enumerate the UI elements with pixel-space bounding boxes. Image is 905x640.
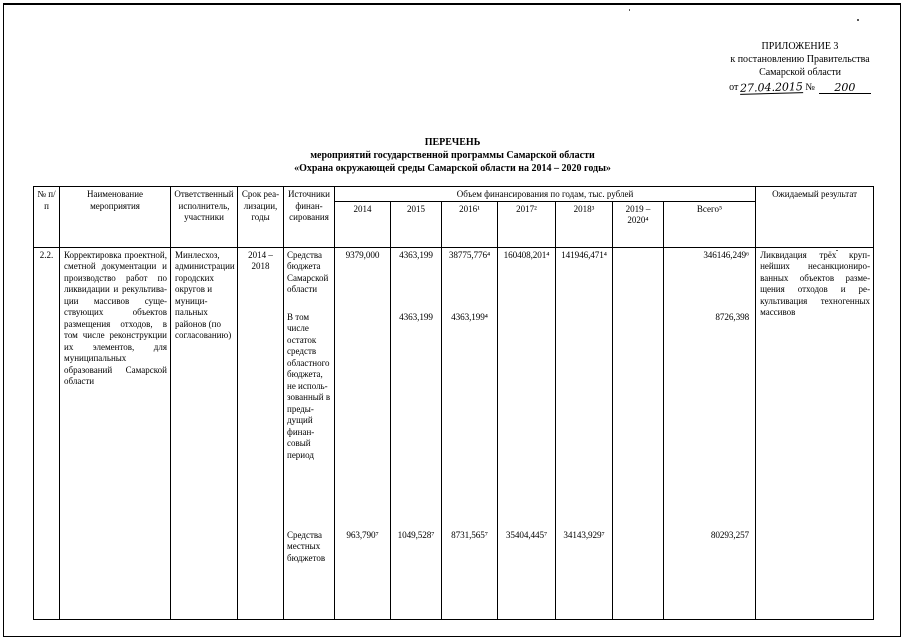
col-header-name: Наименование мероприятия	[59, 186, 171, 248]
cell-activity-name: Корректировка про­ектной, сметной доку­м…	[59, 246, 171, 620]
value-2018-block1: 141946,471⁴	[561, 249, 607, 260]
cell-row-number: 2.2.	[33, 246, 60, 620]
cell-values-2019-2020	[612, 246, 664, 620]
col-header-funding-group: Объем финансирования по годам, тыс. рубл…	[333, 186, 757, 202]
value-2015-block3: 1049,528⁷	[397, 529, 435, 540]
value-2017-block2	[500, 312, 553, 530]
cell-values-2018: 141946,471⁴ 34143,929⁷	[555, 246, 613, 620]
value-2017-block3: 35404,445⁷	[505, 529, 548, 540]
value-2015-block2: 4363,199	[399, 311, 433, 322]
cell-values-2014: 9379,000 963,790⁷	[334, 246, 391, 620]
col-header-year-2019-2020: 2019 – 2020⁴	[612, 200, 664, 248]
cell-funding-sources: Средства бюджета Самар­ской об­ласти В т…	[283, 246, 335, 620]
source-carryover-balance: В том числе остаток средств област­ного …	[287, 311, 331, 460]
col-header-year-2014: 2014	[334, 200, 391, 248]
col-header-num: № п/п	[33, 186, 60, 248]
handwritten-number: 200	[818, 82, 871, 94]
value-2019-2020-block2	[615, 312, 661, 530]
col-header-term: Срок реа­лизации, годы	[237, 186, 284, 248]
cell-expected-result: Ликвидация трёх круп­нейших несанкционир…	[755, 246, 875, 620]
value-2018-block2	[558, 312, 610, 530]
funding-table: № п/п Наименование мероприятия Ответстве…	[33, 186, 875, 620]
col-header-year-2017: 2017²	[497, 200, 556, 248]
title-line2: мероприятий государственной программы Са…	[310, 150, 595, 161]
value-2019-2020-block1	[615, 250, 661, 312]
value-2018-block3: 34143,929⁷	[563, 529, 605, 540]
appendix-date-number-line: от 27.04.2015 № 200	[720, 80, 880, 95]
from-label: от	[729, 82, 739, 93]
value-2017-block1: 160408,201⁴	[503, 249, 550, 260]
cell-term: 2014 – 2018	[237, 246, 284, 620]
scan-speck	[857, 19, 859, 21]
value-2016-block2: 4363,199⁴	[451, 311, 488, 322]
table-row: 2.2. Корректировка про­ектной, сметной д…	[33, 246, 875, 620]
col-header-year-2015: 2015	[390, 200, 442, 248]
value-total-block3: 80293,257	[710, 529, 750, 540]
cell-executor: Минлесхоз, админист­рации го­родских окр…	[170, 246, 238, 620]
title-line1: ПЕРЕЧЕНЬ	[424, 137, 481, 148]
source-regional-budget: Средства бюджета Самар­ской об­ласти	[287, 249, 329, 295]
col-header-executor: Ответствен­ный испол­ни­тель, участ­ники	[170, 186, 238, 248]
col-header-year-2016: 2016¹	[441, 200, 498, 248]
col-header-total: Всего⁵	[662, 200, 757, 248]
document-title: ПЕРЕЧЕНЬ мероприятий государственной про…	[0, 136, 905, 175]
number-label: №	[805, 82, 815, 93]
title-line3: «Охрана окружающей среды Самарской облас…	[294, 163, 611, 174]
value-total-block1: 346146,249⁶	[703, 249, 750, 260]
cell-values-2017: 160408,201⁴ 35404,445⁷	[497, 246, 556, 620]
value-total-block2: 8726,398	[715, 311, 750, 322]
col-header-sources: Источ­ники финан­сирова­ния	[283, 186, 335, 248]
value-2015-block1: 4363,199	[399, 249, 433, 260]
source-local-budgets: Средства местных бюдже­тов	[287, 529, 326, 563]
value-2016-block3: 8731,565⁷	[451, 529, 488, 540]
scan-speck	[629, 9, 630, 11]
appendix-line3: Самарской области	[759, 67, 841, 78]
value-2014-block1: 9379,000	[345, 249, 380, 260]
cell-values-2015: 4363,199 4363,199 1049,528⁷	[390, 246, 442, 620]
appendix-line2: к постановлению Правительства	[730, 54, 870, 65]
col-header-result: Ожидаемый результат	[755, 186, 875, 248]
value-2014-block3: 963,790⁷	[346, 529, 379, 540]
appendix-line1: ПРИЛОЖЕНИЕ 3	[761, 41, 839, 52]
cell-values-total: 346146,249⁶ 8726,398 80293,257	[662, 246, 757, 620]
col-header-year-2018: 2018³	[555, 200, 613, 248]
handwritten-date: 27.04.2015	[740, 80, 804, 95]
value-2016-block1: 38775,776⁴	[448, 249, 491, 260]
value-2014-block2	[337, 312, 388, 530]
cell-values-2016: 38775,776⁴ 4363,199⁴ 8731,565⁷	[441, 246, 498, 620]
appendix-block: ПРИЛОЖЕНИЕ 3 к постановлению Правительст…	[720, 40, 880, 95]
